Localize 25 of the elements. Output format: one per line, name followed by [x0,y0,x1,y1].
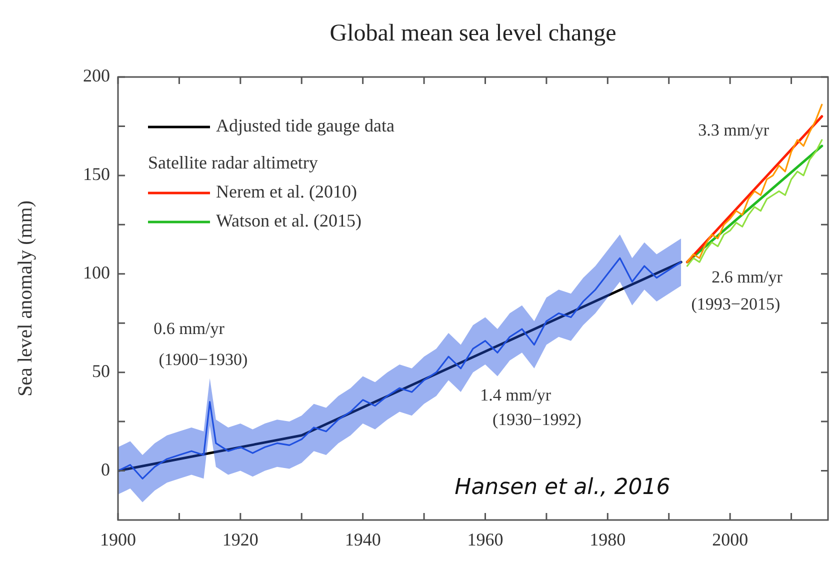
chart-title: Global mean sea level change [330,20,616,46]
legend-label: Watson et al. (2015) [216,210,362,231]
x-tick-label: 1980 [590,530,626,550]
annotation: 0.6 mm/yr [154,318,225,338]
annotation: (1993−2015) [691,294,780,314]
annotation: (1930−1992) [492,410,582,429]
legend-label: Nerem et al. (2010) [216,182,357,202]
annotation: 2.6 mm/yr [712,268,783,287]
x-tick-label: 1920 [222,530,258,550]
x-tick-label: 1960 [467,530,504,550]
annotation: 1.4 mm/yr [480,385,552,404]
x-tick-label: 2000 [712,530,748,550]
legend-title: Satellite radar altimetry [148,152,318,173]
x-tick-label: 1900 [100,530,136,550]
annotation: 3.3 mm/yr [698,120,770,140]
y-tick-label: 200 [83,66,110,86]
y-tick-label: 100 [83,262,110,283]
y-tick-label: 150 [83,164,110,184]
y-tick-label: 0 [101,460,110,480]
annotation: (1900−1930) [158,350,248,369]
y-tick-label: 50 [92,361,110,382]
y-axis-title: Sea level anomaly (mm) [14,200,36,397]
legend-label: Adjusted tide gauge data [216,116,394,136]
annotation: Hansen et al., 2016 [454,474,670,500]
x-tick-label: 1940 [344,530,381,550]
